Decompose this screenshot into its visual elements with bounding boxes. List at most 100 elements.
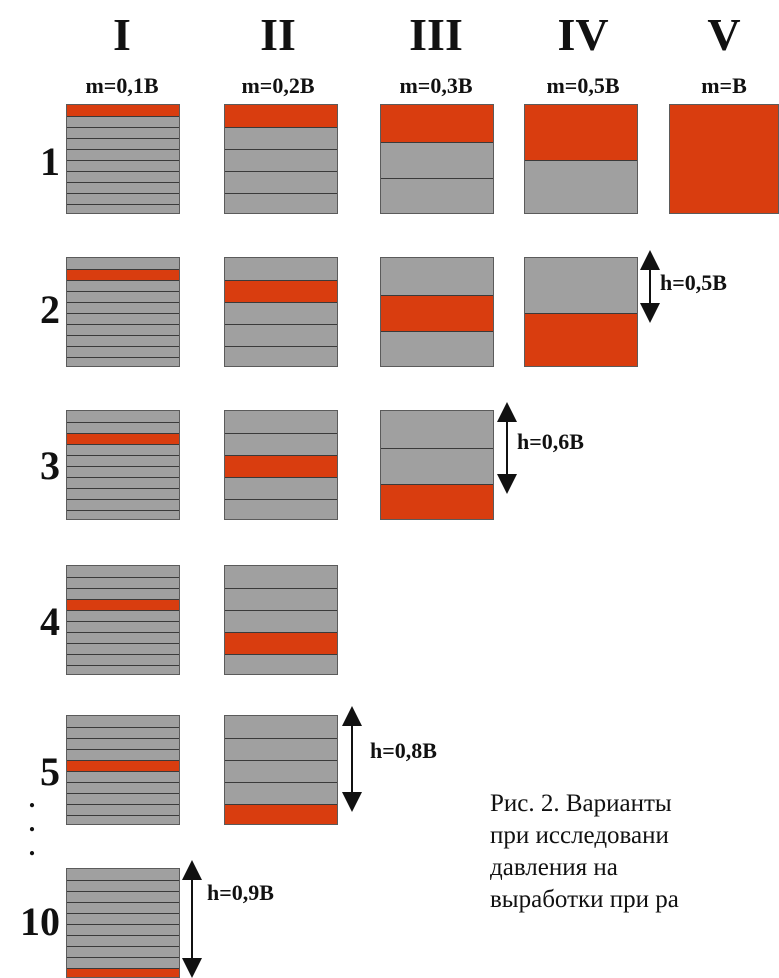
layer-boundary <box>67 804 179 805</box>
layer-boundary <box>67 116 179 117</box>
layer-boundary <box>67 880 179 881</box>
row-label-2: 2 <box>40 287 60 332</box>
layer-boundary <box>225 499 337 500</box>
layer-boundary <box>67 488 179 489</box>
layer-boundary <box>67 335 179 336</box>
m-label-III: m=0,3B <box>399 73 473 98</box>
seam-block <box>224 565 338 675</box>
layer-boundary <box>67 665 179 666</box>
layer-boundary <box>67 924 179 925</box>
row-label-5: 5 <box>40 749 60 794</box>
layer-boundary <box>67 610 179 611</box>
layer-boundary <box>67 957 179 958</box>
column-header-II: II <box>260 9 296 60</box>
layer-boundary <box>225 738 337 739</box>
layer-boundary <box>67 291 179 292</box>
caption-line: давления на <box>490 854 618 881</box>
layer-boundary <box>67 902 179 903</box>
layer-boundary <box>67 269 179 270</box>
layer-boundary <box>67 654 179 655</box>
height-label-iv-row2: h=0,5B <box>660 270 727 295</box>
layer-boundary <box>67 782 179 783</box>
height-label-iii-row3: h=0,6B <box>517 429 584 454</box>
layer-boundary <box>67 466 179 467</box>
seam-block <box>224 410 338 520</box>
layer-boundary <box>225 632 337 633</box>
layer-boundary <box>67 193 179 194</box>
layer-boundary <box>67 138 179 139</box>
seam-block <box>66 410 180 520</box>
layer-boundary <box>67 302 179 303</box>
layer-boundary <box>67 815 179 816</box>
seam-block <box>669 104 779 214</box>
row-label-1: 1 <box>40 139 60 184</box>
layer-boundary <box>225 760 337 761</box>
coal-seam-layer <box>225 632 337 654</box>
layer-boundary <box>225 804 337 805</box>
seam-block <box>66 715 180 825</box>
layer-boundary <box>225 346 337 347</box>
layer-boundary <box>225 127 337 128</box>
caption-line: выработки при ра <box>490 886 679 913</box>
coal-seam-layer <box>225 105 337 127</box>
layer-boundary <box>67 171 179 172</box>
layer-boundary <box>67 632 179 633</box>
layer-boundary <box>67 455 179 456</box>
row-label-4: 4 <box>40 599 60 644</box>
row-label-10: 10 <box>20 899 60 944</box>
layer-boundary <box>67 444 179 445</box>
coal-seam-layer <box>670 105 778 213</box>
m-label-II: m=0,2B <box>241 73 315 98</box>
layer-boundary <box>225 455 337 456</box>
layer-boundary <box>67 935 179 936</box>
column-header-V: V <box>707 9 741 60</box>
layer-boundary <box>381 331 493 333</box>
figure-caption: Рис. 2. Варианты при исследовани давлени… <box>490 788 779 916</box>
seam-block <box>66 868 180 978</box>
seam-block <box>524 104 638 214</box>
layer-boundary <box>67 760 179 761</box>
layer-boundary <box>225 610 337 611</box>
layer-boundary <box>67 346 179 347</box>
layer-boundary <box>67 749 179 750</box>
layer-boundary <box>67 793 179 794</box>
layer-boundary <box>67 891 179 892</box>
column-header-I: I <box>113 9 131 60</box>
layer-boundary <box>225 654 337 655</box>
coal-seam-layer <box>67 105 179 116</box>
layer-boundary <box>67 510 179 511</box>
coal-seam-layer <box>525 313 637 366</box>
coal-seam-layer <box>225 280 337 302</box>
coal-seam-layer <box>67 968 179 977</box>
layer-boundary <box>67 588 179 589</box>
layer-boundary <box>67 499 179 500</box>
layer-boundary <box>67 968 179 969</box>
m-label-IV: m=0,5B <box>546 73 620 98</box>
layer-boundary <box>67 738 179 739</box>
seam-block <box>66 565 180 675</box>
seam-block <box>224 104 338 214</box>
layer-boundary <box>67 280 179 281</box>
layer-boundary <box>225 324 337 325</box>
coal-seam-layer <box>67 599 179 610</box>
coal-seam-layer <box>525 105 637 160</box>
layer-boundary <box>225 782 337 783</box>
layer-boundary <box>225 588 337 589</box>
layer-boundary <box>67 357 179 358</box>
layer-boundary <box>67 946 179 947</box>
coal-seam-layer <box>225 455 337 477</box>
layer-boundary <box>525 313 637 314</box>
height-label-i-row10: h=0,9B <box>207 880 274 905</box>
layer-boundary <box>525 160 637 161</box>
layer-boundary <box>67 182 179 183</box>
layer-boundary <box>67 913 179 914</box>
seam-block <box>380 410 494 520</box>
m-label-I: m=0,1B <box>85 73 159 98</box>
coal-seam-layer <box>67 269 179 280</box>
seam-block <box>380 104 494 214</box>
layer-boundary <box>67 771 179 772</box>
coal-seam-layer <box>381 484 493 519</box>
layer-boundary <box>67 313 179 314</box>
layer-boundary <box>67 127 179 128</box>
layer-boundary <box>381 141 493 143</box>
